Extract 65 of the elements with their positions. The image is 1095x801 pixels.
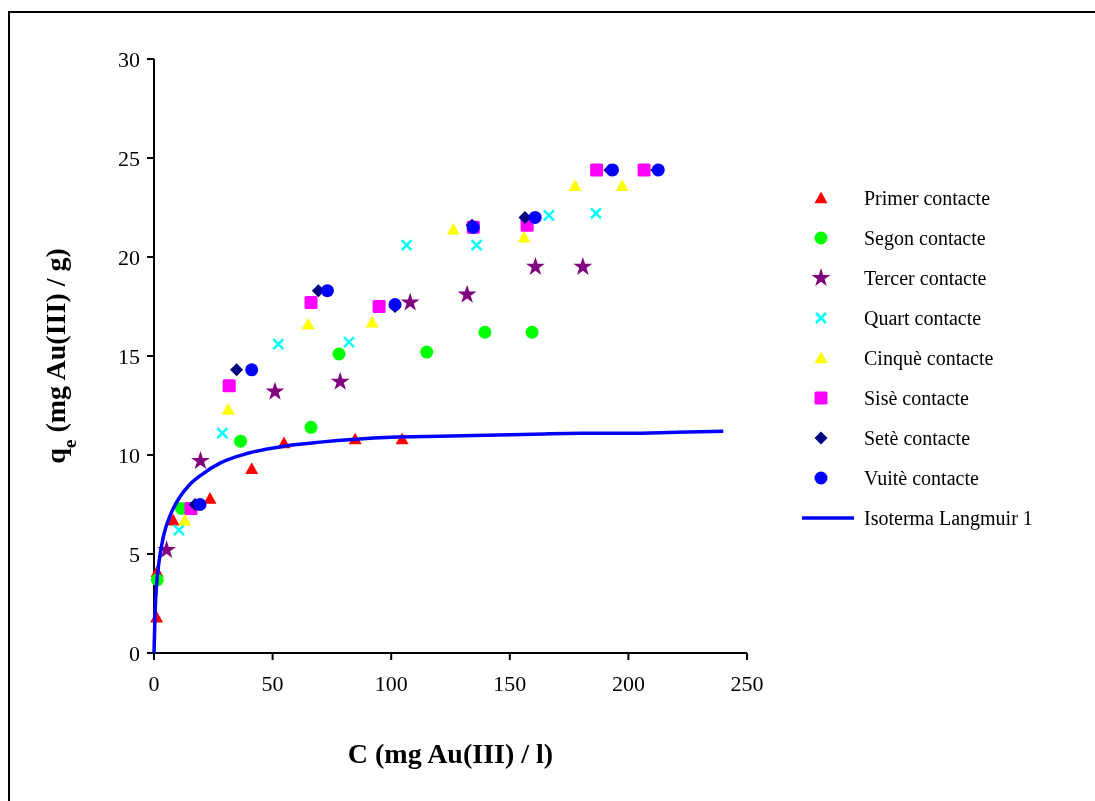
point (542, 209, 556, 222)
point (420, 345, 434, 359)
point (457, 284, 477, 303)
y-tick-label: 5 (129, 541, 140, 567)
legend-label: Segon contacte (864, 227, 986, 250)
point (332, 347, 346, 361)
point (193, 498, 207, 511)
point (568, 179, 582, 191)
point (221, 402, 235, 415)
x-tick-label: 200 (611, 671, 645, 696)
point (203, 492, 217, 504)
x-tick-label: 150 (493, 671, 527, 696)
point (301, 317, 315, 330)
legend-label: Sisè contacte (864, 387, 970, 409)
point (573, 257, 593, 275)
point (365, 315, 379, 328)
point (272, 337, 285, 351)
legend-label: Isoterma Langmuir 1 (864, 507, 1033, 530)
x-tick-label: 50 (261, 671, 284, 696)
point (470, 238, 483, 252)
point (330, 371, 350, 390)
point (320, 284, 334, 298)
y-tick-label: 30 (118, 46, 140, 72)
point (230, 363, 244, 377)
point (637, 163, 651, 177)
point (222, 379, 236, 393)
point (528, 210, 542, 224)
point (172, 523, 186, 537)
legend-label: Cinquè contacte (864, 347, 994, 370)
x-axis-title: C (mg Au(III) / l) (347, 738, 554, 769)
point (191, 451, 210, 469)
point (615, 179, 629, 191)
point (400, 292, 420, 311)
y-tick-label: 0 (129, 640, 140, 666)
legend-label: Primer contacte (864, 187, 991, 209)
point (245, 462, 259, 475)
x-tick-label: 250 (730, 671, 764, 696)
y-tick-label: 20 (118, 244, 140, 270)
point (304, 420, 318, 434)
point (304, 296, 318, 310)
point (525, 325, 539, 339)
x-tick-label: 0 (148, 671, 160, 696)
point (342, 335, 356, 349)
point (372, 300, 386, 313)
line-series (152, 429, 726, 655)
point (590, 163, 604, 177)
point (589, 207, 603, 220)
point (526, 257, 545, 275)
legend-label: Tercer contacte (864, 267, 987, 289)
legend-label: Vuitè contacte (864, 467, 979, 489)
legend-label: Setè contacte (864, 427, 971, 449)
y-tick-label: 10 (118, 442, 140, 468)
legend-label: Quart contacte (864, 307, 982, 329)
point (446, 222, 460, 235)
point (478, 325, 492, 339)
point (517, 230, 531, 243)
point (245, 363, 259, 377)
x-tick-label: 100 (374, 671, 408, 696)
point (178, 513, 192, 526)
y-tick-label: 15 (118, 343, 140, 369)
point (265, 381, 285, 400)
point (234, 434, 248, 448)
y-tick-label: 25 (118, 145, 140, 171)
point (216, 426, 229, 440)
point (400, 238, 413, 252)
